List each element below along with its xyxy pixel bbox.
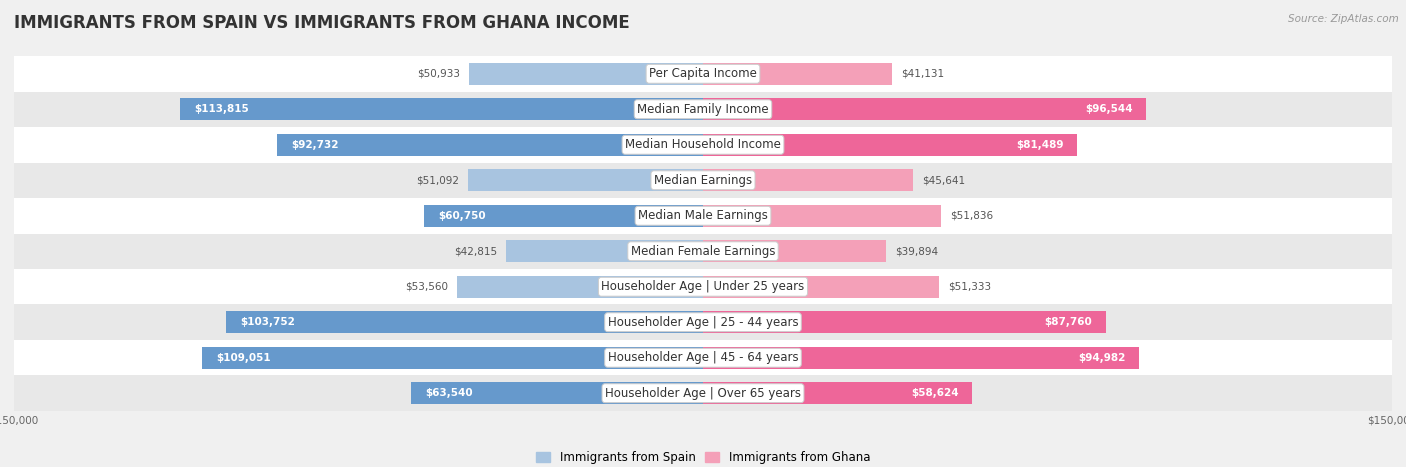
- Text: $96,544: $96,544: [1085, 104, 1133, 114]
- Bar: [457, 276, 703, 298]
- Bar: [14, 304, 1392, 340]
- Bar: [14, 340, 1392, 375]
- Bar: [14, 163, 1392, 198]
- Bar: [180, 98, 703, 120]
- Text: $51,333: $51,333: [948, 282, 991, 292]
- Bar: [703, 382, 973, 404]
- Bar: [226, 311, 703, 333]
- Text: $53,560: $53,560: [405, 282, 449, 292]
- Bar: [14, 234, 1392, 269]
- Text: Householder Age | Over 65 years: Householder Age | Over 65 years: [605, 387, 801, 400]
- Bar: [14, 56, 1392, 92]
- Text: $81,489: $81,489: [1017, 140, 1063, 150]
- Text: $42,815: $42,815: [454, 246, 498, 256]
- Bar: [703, 98, 1146, 120]
- Bar: [14, 375, 1392, 411]
- Text: $103,752: $103,752: [240, 317, 295, 327]
- Bar: [703, 169, 912, 191]
- Bar: [703, 63, 891, 85]
- Text: $109,051: $109,051: [217, 353, 270, 363]
- Bar: [703, 276, 939, 298]
- Bar: [14, 198, 1392, 234]
- Text: $51,836: $51,836: [950, 211, 994, 221]
- Text: $63,540: $63,540: [425, 388, 472, 398]
- Text: $113,815: $113,815: [194, 104, 249, 114]
- Bar: [703, 205, 941, 227]
- Text: Source: ZipAtlas.com: Source: ZipAtlas.com: [1288, 14, 1399, 24]
- Text: Median Household Income: Median Household Income: [626, 138, 780, 151]
- Bar: [703, 134, 1077, 156]
- Text: $50,933: $50,933: [418, 69, 460, 79]
- Text: $87,760: $87,760: [1045, 317, 1092, 327]
- Text: $39,894: $39,894: [896, 246, 939, 256]
- Bar: [411, 382, 703, 404]
- Text: $58,624: $58,624: [911, 388, 959, 398]
- Text: Per Capita Income: Per Capita Income: [650, 67, 756, 80]
- Bar: [506, 240, 703, 262]
- Bar: [14, 127, 1392, 163]
- Text: Median Female Earnings: Median Female Earnings: [631, 245, 775, 258]
- Bar: [703, 240, 886, 262]
- Bar: [470, 63, 703, 85]
- Legend: Immigrants from Spain, Immigrants from Ghana: Immigrants from Spain, Immigrants from G…: [531, 446, 875, 467]
- Text: $60,750: $60,750: [437, 211, 485, 221]
- Text: $92,732: $92,732: [291, 140, 339, 150]
- Bar: [468, 169, 703, 191]
- Text: Median Earnings: Median Earnings: [654, 174, 752, 187]
- Text: Median Family Income: Median Family Income: [637, 103, 769, 116]
- Text: $41,131: $41,131: [901, 69, 945, 79]
- Text: Householder Age | 45 - 64 years: Householder Age | 45 - 64 years: [607, 351, 799, 364]
- Text: $94,982: $94,982: [1078, 353, 1125, 363]
- Bar: [425, 205, 703, 227]
- Text: $45,641: $45,641: [922, 175, 965, 185]
- Text: Householder Age | 25 - 44 years: Householder Age | 25 - 44 years: [607, 316, 799, 329]
- Text: $51,092: $51,092: [416, 175, 460, 185]
- Text: IMMIGRANTS FROM SPAIN VS IMMIGRANTS FROM GHANA INCOME: IMMIGRANTS FROM SPAIN VS IMMIGRANTS FROM…: [14, 14, 630, 32]
- Text: Householder Age | Under 25 years: Householder Age | Under 25 years: [602, 280, 804, 293]
- Bar: [277, 134, 703, 156]
- Bar: [202, 347, 703, 369]
- Bar: [703, 311, 1107, 333]
- Text: Median Male Earnings: Median Male Earnings: [638, 209, 768, 222]
- Bar: [14, 92, 1392, 127]
- Bar: [14, 269, 1392, 304]
- Bar: [703, 347, 1139, 369]
